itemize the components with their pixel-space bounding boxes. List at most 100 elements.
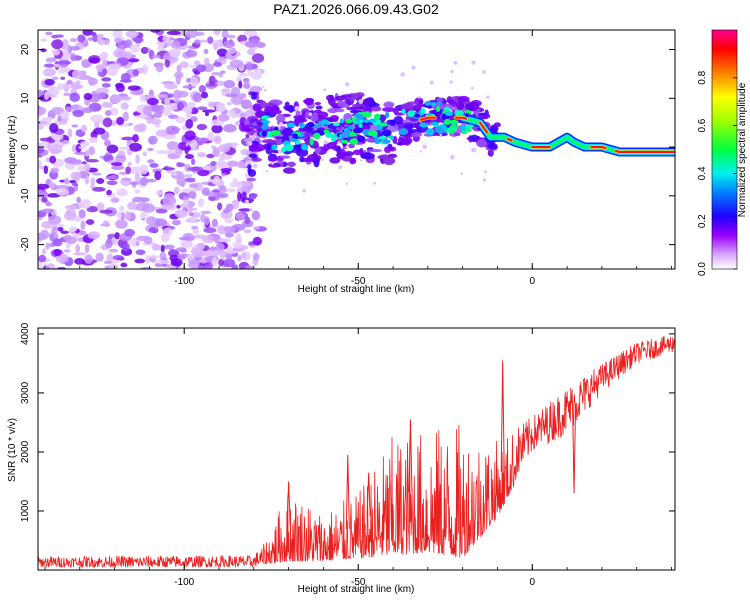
signal-hotspot (373, 113, 381, 120)
noise-speckle (51, 39, 64, 50)
noise-speckle (207, 101, 215, 108)
noise-speckle (61, 39, 69, 48)
signal-speckle (348, 143, 355, 149)
noise-speckle (103, 220, 110, 226)
noise-speckle (251, 157, 262, 162)
signal-speckle (259, 100, 267, 109)
signal-speckle (479, 115, 489, 120)
signal-peak-red (454, 116, 468, 120)
noise-speckle (255, 42, 266, 49)
noise-speckle (110, 162, 123, 167)
noise-speckle (133, 124, 145, 133)
noise-speckle (160, 244, 165, 253)
noise-speckle (149, 162, 159, 168)
noise-speckle (204, 111, 210, 117)
noise-speckle (120, 262, 128, 268)
signal-dot (294, 106, 300, 112)
noise-speckle (96, 177, 105, 184)
noise-speckle (38, 106, 47, 116)
noise-speckle (77, 34, 86, 43)
signal-speckle (299, 156, 305, 163)
noise-speckle (78, 209, 86, 219)
noise-speckle (170, 258, 183, 267)
noise-speckle (220, 70, 226, 75)
noise-speckle (157, 44, 165, 51)
noise-speckle (169, 249, 176, 254)
noise-speckle (134, 114, 148, 119)
noise-speckle (243, 78, 250, 87)
signal-hotspot (372, 122, 382, 126)
noise-speckle (180, 238, 193, 249)
signal-hotspot (424, 100, 432, 106)
noise-speckle (71, 69, 82, 79)
signal-dot (484, 170, 488, 174)
signal-speckle (313, 109, 322, 114)
noise-speckle (229, 181, 244, 188)
signal-hotspot (449, 119, 459, 125)
noise-speckle (166, 141, 179, 150)
colorbar-ticks: 0.0 0.2 0.4 0.6 0.8 (697, 70, 737, 276)
noise-speckle (187, 191, 197, 199)
noise-speckle (51, 49, 61, 56)
signal-hotspot (376, 125, 383, 130)
signal-dot (262, 85, 265, 88)
noise-speckle (156, 259, 170, 265)
noise-speckle (124, 228, 136, 237)
noise-speckle (147, 159, 155, 164)
signal-hotspot (384, 111, 390, 119)
noise-speckle (85, 219, 95, 225)
noise-speckle (72, 109, 85, 118)
noise-speckle (168, 93, 174, 98)
noise-speckle (128, 122, 133, 126)
noise-speckle (151, 54, 161, 59)
signal-dot (345, 145, 349, 149)
noise-speckle (139, 177, 149, 186)
signal-speckle (466, 101, 480, 111)
noise-speckle (135, 249, 146, 255)
noise-speckle (70, 53, 76, 62)
noise-speckle (150, 104, 161, 112)
noise-speckle (52, 226, 58, 230)
noise-speckle (87, 37, 94, 41)
noise-speckle (162, 35, 171, 43)
noise-speckle (140, 211, 148, 220)
noise-speckle (45, 242, 50, 250)
noise-speckle (240, 149, 251, 156)
noise-speckle (38, 147, 45, 154)
signal-speckle (332, 116, 339, 123)
signal-hotspot (368, 130, 378, 137)
signal-speckle (336, 146, 341, 155)
noise-speckle (41, 196, 48, 203)
noise-speckle (197, 264, 206, 269)
noise-speckle (207, 36, 214, 45)
noise-speckle (119, 171, 128, 175)
signal-speckle (382, 107, 396, 113)
noise-speckle (220, 168, 232, 173)
signal-speckle (303, 97, 314, 106)
signal-hotspot (426, 128, 434, 136)
signal-hotspot (341, 132, 350, 139)
signal-speckle (315, 105, 323, 110)
noise-speckle (193, 60, 201, 66)
signal-hotspot (349, 138, 359, 145)
noise-speckle (226, 34, 236, 39)
noise-speckle (73, 252, 87, 256)
noise-speckle (173, 89, 182, 100)
signal-hotspot (266, 130, 273, 138)
noise-speckle (106, 180, 118, 186)
snr-plot: -100 -50 0 1000 2000 3000 4000 Height of stra… (7, 322, 676, 595)
noise-speckle (66, 209, 76, 218)
noise-speckle (218, 238, 232, 243)
noise-speckle (121, 136, 135, 141)
signal-speckle (261, 139, 276, 144)
signal-hotspot (261, 120, 271, 124)
noise-speckle (40, 38, 47, 42)
noise-speckle (221, 173, 226, 177)
noise-speckle (43, 116, 54, 121)
noise-speckle (104, 265, 110, 269)
noise-speckle (155, 190, 163, 196)
noise-speckle (128, 58, 140, 63)
signal-hotspot (289, 138, 298, 142)
noise-speckle (172, 219, 181, 226)
noise-speckle (43, 165, 49, 175)
